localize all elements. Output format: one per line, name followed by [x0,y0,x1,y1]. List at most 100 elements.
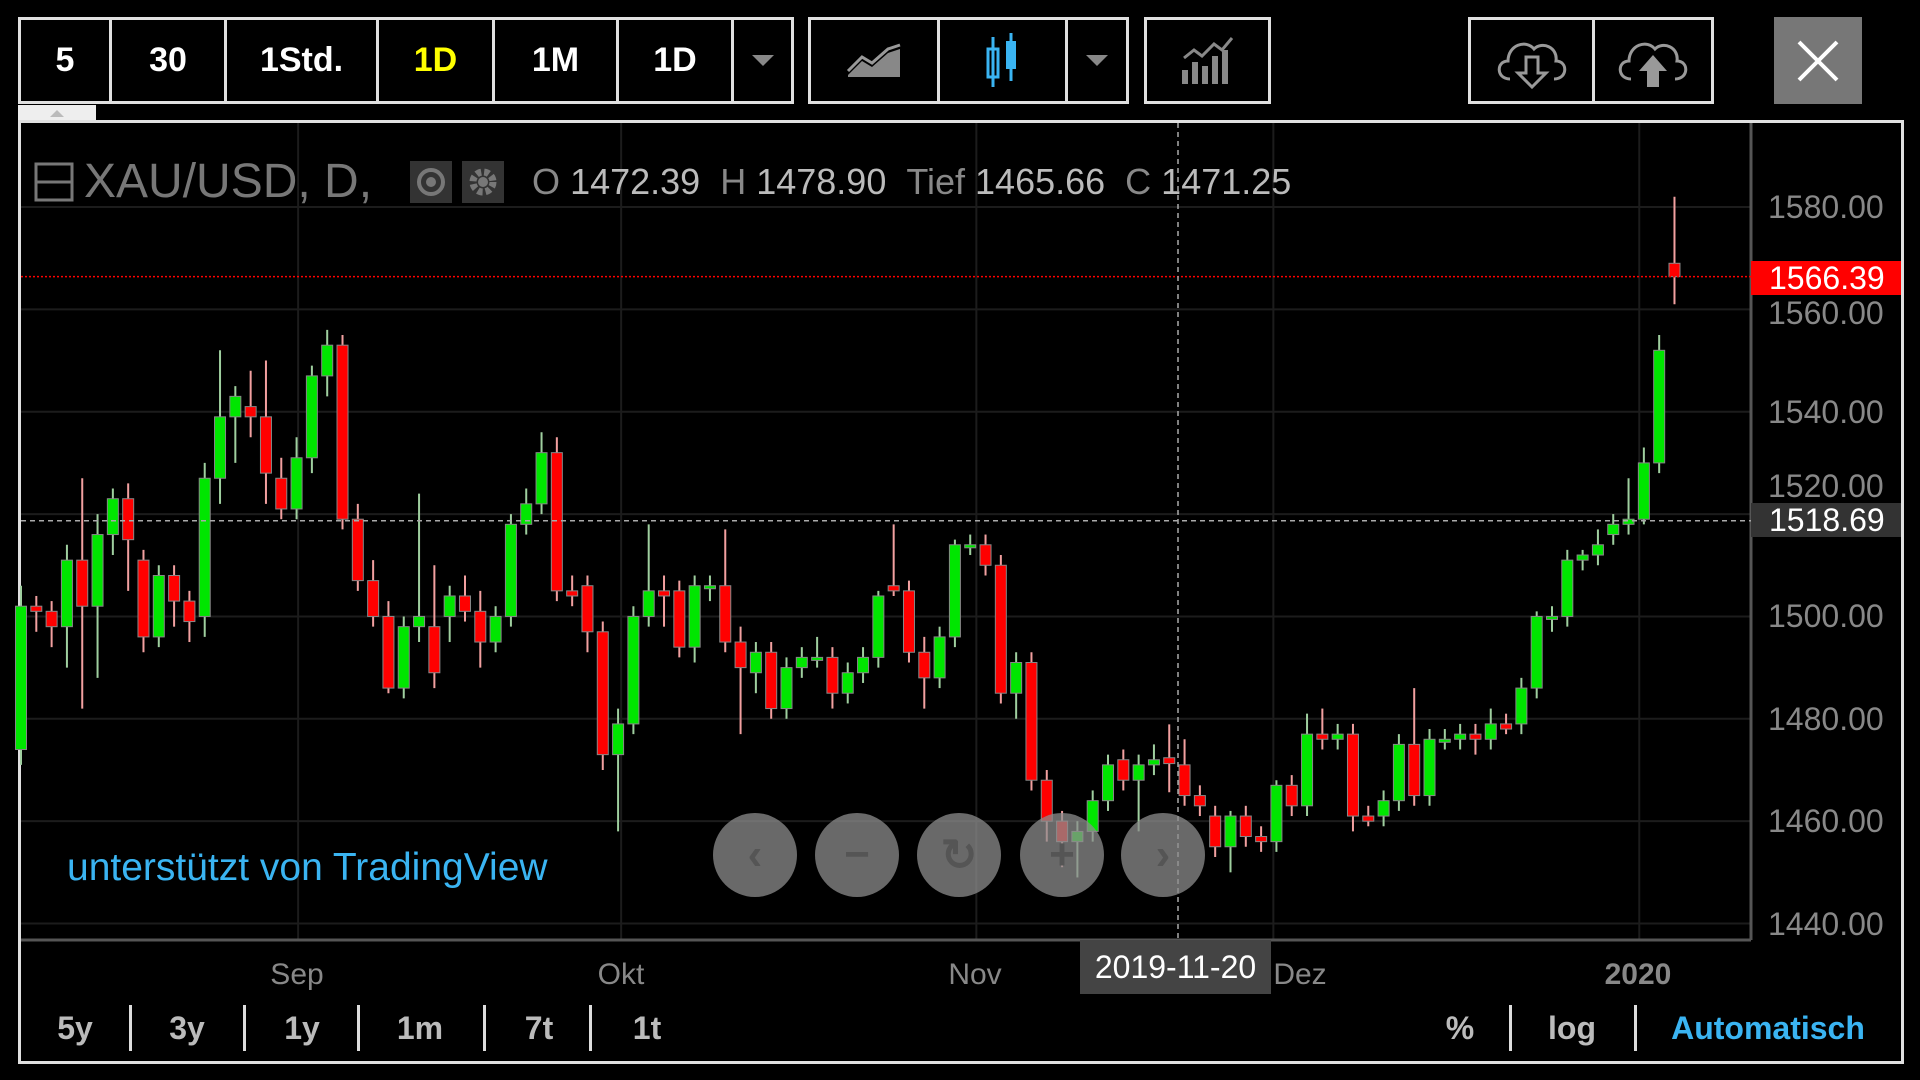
candle-body [520,503,533,525]
time-tick-sep: Sep [270,958,324,991]
collapse-icon[interactable] [34,162,74,202]
candle-body [1193,795,1206,807]
cloud-upload-icon [1618,42,1688,87]
high-label: H [720,160,747,202]
candle-body [780,667,793,710]
open-value: 1472.39 [570,160,701,202]
zoom-out-button[interactable]: − [815,813,899,897]
candle-body [612,723,625,756]
candle-body [1132,764,1145,781]
candle-body [1454,733,1467,740]
price-tick: 1580.00 [1768,189,1884,225]
candle-body [229,395,242,418]
zoom-in-button[interactable]: + [1020,813,1104,897]
candle-body [1285,784,1298,807]
divider [129,1005,132,1051]
cloud-download-button[interactable] [1471,20,1595,101]
interval-1m[interactable]: 1M [495,20,619,101]
scroll-right-button[interactable]: › [1121,813,1205,897]
candle-body [305,375,318,459]
candle-body [1392,743,1405,802]
candle-body [918,651,931,679]
chart-type-dropdown[interactable] [1068,20,1126,101]
collapse-tab[interactable] [18,105,96,122]
candle-body [397,626,410,689]
interval-30[interactable]: 30 [112,20,227,101]
close-button[interactable] [1774,17,1862,104]
candle-body [734,641,747,669]
interval-toolbar: 5 30 1Std. 1D 1M 1D [18,17,794,104]
candle-body [137,559,150,638]
range-5y[interactable]: 5y [57,1010,93,1046]
cloud-upload-button[interactable] [1595,20,1711,101]
candle-body [1423,738,1436,797]
candle-body [76,559,89,607]
tradingview-attribution[interactable]: unterstützt von TradingView [67,846,548,889]
candle-body [1561,559,1574,617]
chart-panel[interactable] [18,120,1904,1064]
candle-body [1377,800,1390,817]
interval-dropdown[interactable] [734,20,791,101]
divider [1509,1005,1512,1051]
cloud-toolbar [1468,17,1714,104]
candle-body [1500,723,1513,730]
close-label: C [1125,160,1152,202]
scroll-left-button[interactable]: ‹ [713,813,797,897]
candle-body [45,610,58,628]
candle-body [1239,815,1252,838]
candle-body [948,544,961,638]
range-1m[interactable]: 1m [396,1010,444,1046]
price-tick: 1440.00 [1768,905,1884,942]
settings-button[interactable] [462,160,505,203]
price-tick: 1460.00 [1768,803,1884,840]
line-chart-button[interactable] [811,20,940,101]
low-value: 1465.66 [975,160,1106,202]
candle-body [1255,836,1268,843]
candle-body [1637,462,1650,520]
candle-body [1530,615,1543,689]
candle-body [91,534,104,607]
range-1t[interactable]: 1t [632,1010,662,1046]
candle-body [30,605,43,612]
visibility-toggle[interactable] [410,160,453,203]
candle-body [428,626,441,674]
interval-1std[interactable]: 1Std. [227,20,379,101]
symbol-title: XAU/USD, D, [84,155,373,208]
reset-button[interactable]: ↻ [917,813,1001,897]
candle-body [504,523,517,617]
ohlc-values: O 1472.39 H 1478.90 Tief 1465.66 C 1471.25 [532,161,1291,203]
range-7t[interactable]: 7t [524,1010,554,1046]
range-3y[interactable]: 3y [169,1010,205,1046]
candle-body [259,416,272,474]
log-scale-toggle[interactable]: log [1548,1010,1596,1046]
price-tick: 1560.00 [1768,295,1884,332]
candle-body [489,615,502,643]
candle-body [1224,815,1237,848]
percent-scale-toggle[interactable]: % [1445,1010,1475,1046]
candle-body [933,636,946,679]
interval-1d-active[interactable]: 1D [379,20,495,101]
candle-body [321,344,334,377]
chevron-right-icon: › [1155,830,1171,879]
candle-body [887,585,900,592]
candle-body [703,585,716,590]
price-tick: 1540.00 [1768,393,1884,430]
candle-body [1469,733,1482,740]
line-chart-icon [846,43,901,77]
range-1y[interactable]: 1y [284,1010,320,1046]
candle-body [658,590,671,597]
candlestick-icon [986,32,1016,87]
candle-body [902,590,915,653]
candle-body [872,595,885,658]
candle-body [811,656,824,661]
auto-scale-toggle[interactable]: Automatisch [1671,1010,1865,1046]
chevron-down-icon [1086,55,1108,66]
indicators-button[interactable] [1144,17,1271,104]
interval-1d[interactable]: 1D [619,20,734,101]
candle-body [795,656,808,669]
minus-icon: − [844,830,870,879]
candlestick-button[interactable] [940,20,1068,101]
interval-5[interactable]: 5 [21,20,112,101]
candle-body [1209,815,1222,848]
